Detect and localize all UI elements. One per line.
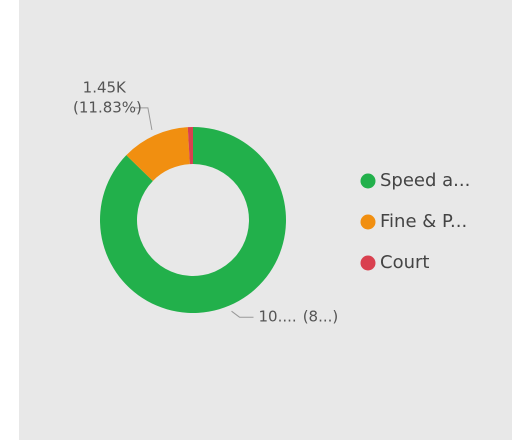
data-label: 10.... bbox=[259, 308, 297, 326]
leader-line bbox=[133, 107, 153, 131]
donut-slice bbox=[187, 127, 193, 165]
legend-marker bbox=[360, 173, 376, 189]
leader-line bbox=[231, 310, 254, 318]
data-label: (11.83%) bbox=[73, 98, 142, 116]
legend-marker bbox=[360, 255, 376, 271]
data-label: 1.45K bbox=[83, 78, 127, 96]
legend-label: Speed a... bbox=[380, 170, 470, 191]
donut-slice bbox=[100, 127, 286, 313]
legend-label: Court bbox=[380, 252, 429, 273]
donut-slice bbox=[126, 127, 190, 181]
data-label: (8...) bbox=[303, 308, 339, 326]
legend-label: Fine & P... bbox=[380, 211, 467, 232]
legend-marker bbox=[360, 214, 376, 230]
